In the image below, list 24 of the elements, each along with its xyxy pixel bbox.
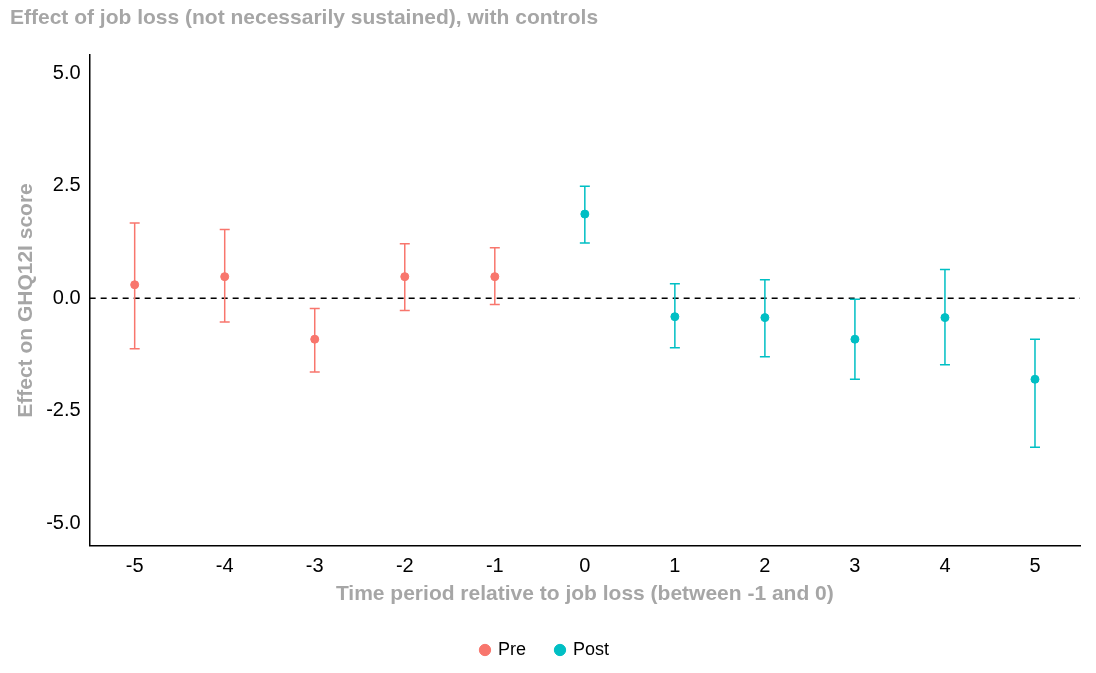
x-tick-label: 0 — [579, 554, 591, 577]
y-axis-title: Effect on GHQ12I score — [13, 183, 37, 418]
y-tick-label: 0.0 — [52, 285, 81, 308]
x-tick-label: 5 — [1029, 554, 1041, 577]
x-tick-label: 1 — [669, 554, 681, 577]
x-tick-label: -3 — [305, 554, 324, 577]
point — [220, 272, 230, 282]
legend-label: Post — [573, 638, 610, 659]
chart-title: Effect of job loss (not necessarily sustained), with controls — [10, 5, 599, 29]
point — [310, 334, 320, 344]
y-tick-label: -5.0 — [46, 510, 81, 533]
x-tick-label: 3 — [849, 554, 861, 577]
x-axis-title: Time period relative to job loss (between -1 and 0) — [335, 581, 834, 605]
y-tick-label: 2.5 — [52, 173, 81, 196]
legend-label: Pre — [497, 638, 526, 659]
point — [130, 280, 140, 290]
y-tick-label: 5.0 — [52, 60, 81, 83]
x-tick-label: 4 — [939, 554, 951, 577]
y-tick-label: -2.5 — [46, 398, 81, 421]
x-tick-label: 2 — [759, 554, 771, 577]
x-tick-label: -1 — [485, 554, 504, 577]
x-tick-label: -2 — [395, 554, 414, 577]
x-tick-label: -4 — [215, 554, 234, 577]
x-tick-label: -5 — [125, 554, 144, 577]
